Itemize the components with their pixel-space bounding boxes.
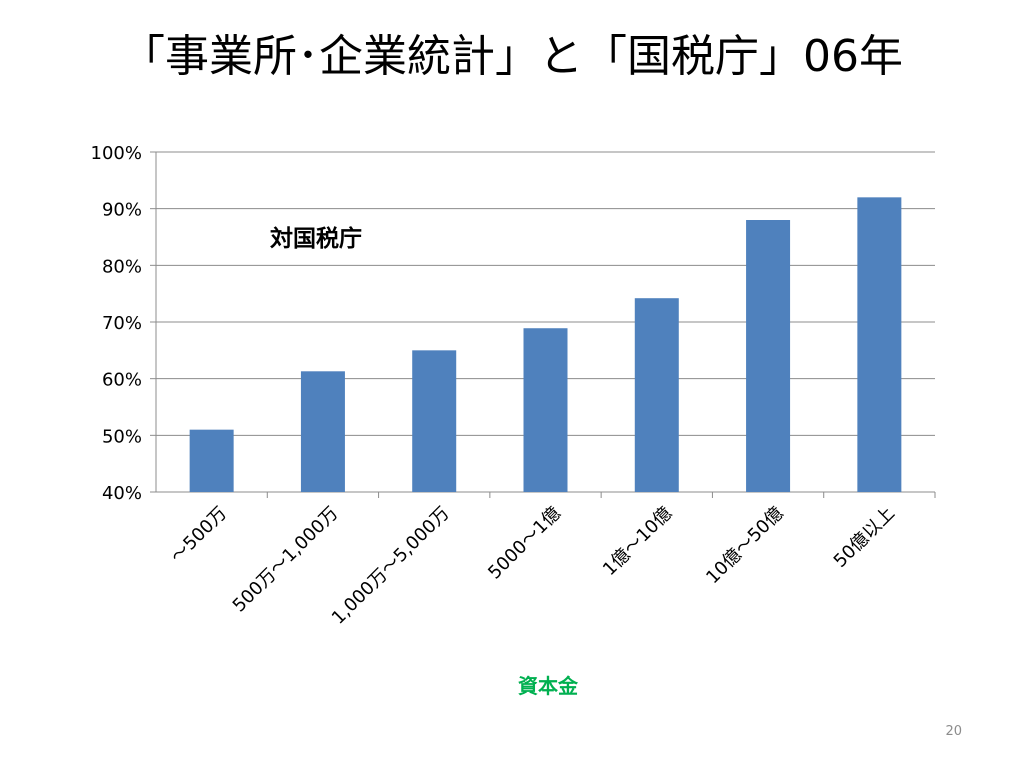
x-tick-label: 5000～1億 [484,503,565,584]
bar [523,328,568,492]
y-tick-label: 40% [102,483,142,504]
x-tick-label: 1億～10億 [599,503,676,580]
bar [300,371,345,492]
bar [746,220,791,492]
bar [857,197,902,493]
x-axis-title: 資本金 [518,674,579,698]
bar [412,350,457,492]
bar [189,429,234,492]
x-tick-label: 10億～50億 [702,503,787,588]
x-tick-label: ～500万 [167,503,232,568]
x-tick-label: 1,000万～5,000万 [328,503,454,629]
bar [634,298,679,492]
y-tick-label: 60% [102,370,142,391]
y-tick-label: 50% [102,426,142,447]
x-tick-label: 500万～1,000万 [229,503,343,617]
y-tick-label: 80% [102,256,142,277]
chart-annotation: 対国税庁 [270,225,362,252]
slide-title: 「事業所･企業統計」と「国税庁」06年 [121,31,903,82]
x-tick-label: 50億以上 [830,503,899,572]
y-tick-label: 70% [102,313,142,334]
y-tick-label: 100% [91,143,142,164]
y-tick-label: 90% [102,200,142,221]
page-number: 20 [945,724,962,739]
